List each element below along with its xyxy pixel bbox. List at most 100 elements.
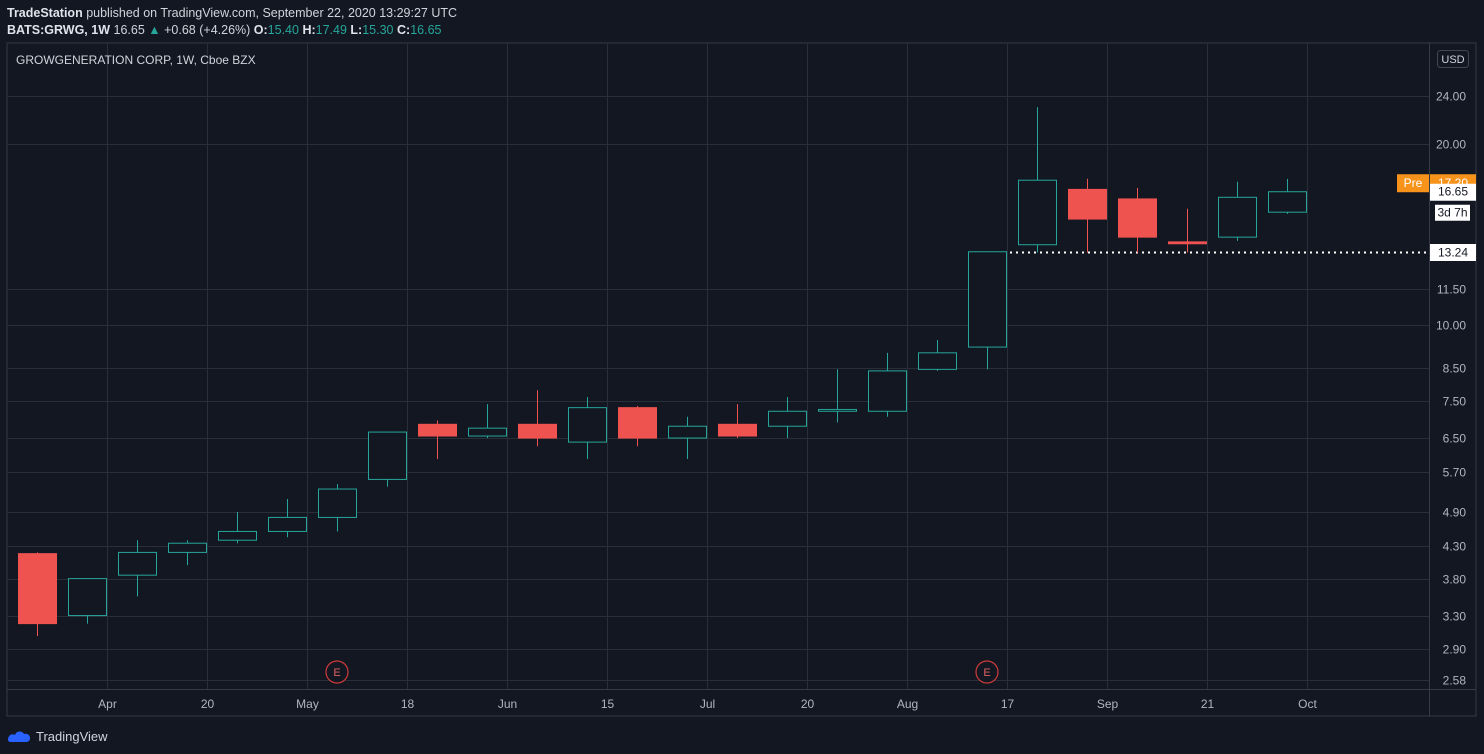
countdown-badge	[1434, 203, 1471, 222]
open-value: 15.40	[267, 23, 299, 37]
price-tick-label: 11.50	[1437, 283, 1466, 297]
hline-price-label: 13.24	[1438, 246, 1468, 260]
time-tick-label: Aug	[897, 697, 918, 711]
time-tick-label: 21	[1201, 697, 1215, 711]
low-value: 15.30	[362, 23, 394, 37]
time-tick-label: 20	[201, 697, 215, 711]
candle[interactable]	[818, 369, 857, 423]
time-tick-label: Jul	[700, 697, 715, 711]
open-label: O:	[253, 23, 268, 37]
time-tick-label: Sep	[1097, 697, 1119, 711]
candle[interactable]	[968, 251, 1007, 370]
price-tick-label: 2.90	[1443, 643, 1467, 657]
candle-body	[518, 423, 557, 439]
price-tick-label: 3.80	[1443, 573, 1467, 587]
candle-body	[318, 488, 357, 518]
time-tick-label: 20	[801, 697, 815, 711]
publish-line: TradeStation published on TradingView.co…	[7, 5, 457, 21]
publisher-name[interactable]: TradeStation	[7, 6, 83, 20]
last-price-label: 16.65	[1438, 185, 1468, 199]
candle[interactable]	[568, 397, 607, 460]
candle[interactable]	[1018, 107, 1057, 253]
candle[interactable]	[1168, 208, 1207, 253]
candle-body	[568, 407, 607, 443]
close-label: C:	[396, 23, 411, 37]
candle-body	[118, 551, 157, 576]
candle-body	[768, 410, 807, 427]
candle[interactable]	[518, 390, 557, 447]
high-value: 17.49	[315, 23, 347, 37]
earnings-marker[interactable]: E	[325, 660, 349, 684]
candle[interactable]	[1218, 181, 1257, 241]
low-label: L:	[350, 23, 363, 37]
candle[interactable]	[1068, 178, 1107, 253]
candle[interactable]	[668, 416, 707, 460]
price-tick-label: 24.00	[1436, 90, 1466, 104]
earnings-marker[interactable]: E	[975, 660, 999, 684]
candle-body	[1068, 188, 1107, 220]
tradingview-brand[interactable]: TradingView	[6, 727, 108, 745]
price-tick-label: 6.50	[1443, 432, 1467, 446]
time-tick-label: Apr	[98, 697, 117, 711]
candle[interactable]	[768, 397, 807, 439]
candle-body	[668, 425, 707, 439]
candle[interactable]	[1268, 178, 1307, 214]
countdown-label: 3d 7h	[1437, 206, 1467, 220]
ohlc-line: BATS:GRWG, 1W 16.65 ▲ +0.68 (+4.26%) O:1…	[7, 22, 457, 38]
candle[interactable]	[918, 340, 957, 371]
published-text: published on TradingView.com, September …	[86, 6, 458, 20]
candle[interactable]	[18, 552, 57, 637]
chart-frame	[6, 42, 1477, 717]
candle-body	[1218, 196, 1257, 238]
tradingview-logo-icon	[8, 731, 30, 742]
earnings-label: E	[983, 667, 990, 679]
hline-price-badge	[1430, 244, 1476, 261]
close-value: 16.65	[410, 23, 442, 37]
candle-body	[368, 431, 407, 480]
candle-body	[1268, 191, 1307, 213]
change-text: +0.68 (+4.26%)	[164, 23, 251, 37]
candle[interactable]	[468, 404, 507, 439]
price-tick-label: 7.50	[1443, 395, 1467, 409]
candle-body	[18, 553, 57, 625]
earnings-label: E	[333, 667, 340, 679]
pre-market-badge	[1397, 174, 1429, 193]
candle-body	[868, 370, 907, 412]
candle-body	[1168, 241, 1207, 245]
up-arrow-icon: ▲	[148, 23, 161, 37]
price-tick-label: 2.58	[1443, 674, 1467, 688]
candle-body	[718, 423, 757, 437]
candle[interactable]	[368, 431, 407, 487]
candle-body	[468, 427, 507, 437]
last-price-text: 16.65	[113, 23, 145, 37]
price-tick-label: 4.30	[1443, 540, 1467, 554]
candle[interactable]	[318, 484, 357, 532]
time-tick-label: Jun	[498, 697, 517, 711]
price-tick-label: 20.00	[1436, 138, 1466, 152]
time-tick-label: 17	[1001, 697, 1015, 711]
brand-label: TradingView	[36, 728, 108, 744]
candle[interactable]	[418, 420, 457, 460]
price-tick-label: 8.50	[1443, 362, 1467, 376]
candle[interactable]	[868, 352, 907, 417]
candle[interactable]	[618, 405, 657, 447]
last-price-badge	[1430, 183, 1476, 201]
candle-body	[818, 408, 857, 412]
candle[interactable]	[68, 578, 107, 624]
candle[interactable]	[268, 499, 307, 538]
candle-body	[268, 516, 307, 532]
candle[interactable]	[1118, 187, 1157, 253]
time-tick-label: May	[296, 697, 319, 711]
candle-body	[68, 578, 107, 617]
pre-market-label: Pre	[1404, 176, 1423, 190]
currency-label: USD	[1441, 54, 1464, 66]
candle[interactable]	[168, 540, 207, 566]
candle[interactable]	[718, 404, 757, 439]
candle-body	[918, 352, 957, 370]
candle[interactable]	[218, 512, 257, 544]
price-tick-label: 10.00	[1436, 319, 1466, 333]
currency-badge[interactable]	[1437, 50, 1469, 68]
price-tick-label: 5.70	[1443, 466, 1467, 480]
candle[interactable]	[118, 540, 157, 597]
